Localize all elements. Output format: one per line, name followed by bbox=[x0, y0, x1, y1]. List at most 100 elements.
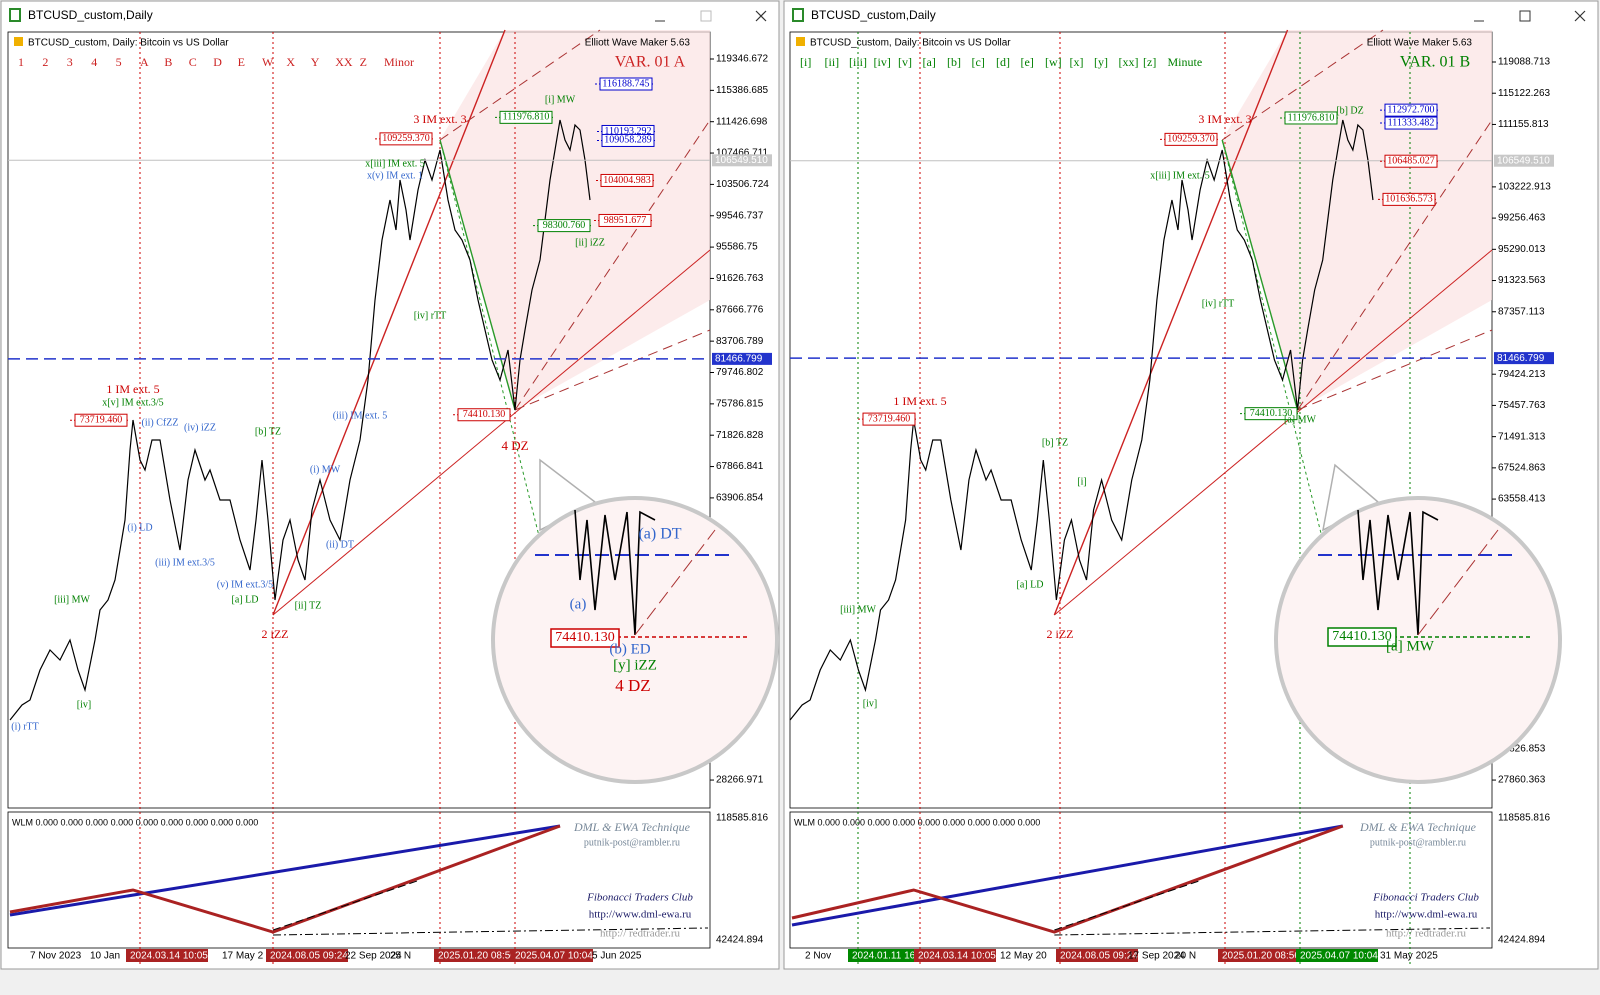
variant-label: VAR. 01 A bbox=[615, 54, 686, 71]
fan-line bbox=[1054, 249, 1493, 616]
wave-menu-item[interactable]: B bbox=[164, 55, 172, 69]
variant-label: VAR. 01 B bbox=[1400, 54, 1470, 71]
y-tick-label: 79746.802 bbox=[716, 367, 764, 378]
wave-label: [i] MW bbox=[545, 94, 576, 105]
wave-menu-item[interactable]: [a] bbox=[923, 55, 936, 69]
y-tick-label: 67866.841 bbox=[716, 461, 764, 472]
wave-menu-item[interactable]: E bbox=[238, 55, 245, 69]
indicator-note: http:// redtrader.ru bbox=[1386, 928, 1467, 940]
axis-price-tag bbox=[712, 154, 772, 167]
price-tag bbox=[457, 408, 511, 422]
x-tick-label: 2024.03.14 10:05 bbox=[918, 951, 996, 962]
wave-menu-item[interactable]: Minor bbox=[384, 55, 414, 69]
y-tick-label: 119346.672 bbox=[716, 54, 769, 65]
y-tick-label: 111155.813 bbox=[1498, 119, 1549, 130]
wave-menu-item[interactable]: 2 bbox=[42, 55, 48, 69]
axis-price-tag bbox=[712, 352, 772, 365]
wave-menu-item[interactable]: 5 bbox=[116, 55, 122, 69]
chart-window: BTCUSD_custom,Daily BTCUSD_custom, Daily:… bbox=[783, 0, 1599, 970]
magnifier-fan bbox=[1417, 529, 1499, 636]
wave-label: [iv] rTT bbox=[414, 310, 447, 321]
price-tag-label: 111333.482 bbox=[1388, 117, 1435, 128]
date-highlight bbox=[434, 949, 516, 962]
x-tick-label: 17 May 2 bbox=[222, 951, 264, 962]
y-tick-label: 27860.363 bbox=[1498, 775, 1546, 786]
wave-menu-item[interactable]: [i] bbox=[800, 55, 811, 69]
wave-menu-item[interactable]: D bbox=[213, 55, 222, 69]
indicator-note: putnik-post@rambler.ru bbox=[1370, 837, 1466, 848]
wave-menu-item[interactable]: Z bbox=[360, 55, 367, 69]
wave-label: [b] TZ bbox=[1042, 437, 1068, 448]
wave-menu-item[interactable]: [iv] bbox=[874, 55, 891, 69]
indicator-note: http:// redtrader.ru bbox=[600, 928, 681, 940]
price-tag bbox=[862, 412, 916, 426]
close-button[interactable] bbox=[755, 10, 767, 22]
y-tick-label: 95290.013 bbox=[1498, 244, 1546, 255]
wave-label: (iii) IM ext. 5 bbox=[333, 410, 387, 421]
price-tag-label: 104004.983 bbox=[603, 175, 651, 186]
wave-label: [a] LD bbox=[1017, 579, 1044, 590]
indicator-header: WLM 0.000 0.000 0.000 0.000 0.000 0.000 … bbox=[12, 817, 258, 827]
y-tick-label: 63558.413 bbox=[1498, 494, 1546, 505]
x-tick-label: 2 Nov bbox=[805, 951, 831, 962]
price-tag bbox=[600, 173, 654, 187]
indicator-axis-label: 42424.894 bbox=[1498, 935, 1546, 946]
wave-menu-item[interactable]: [z] bbox=[1143, 55, 1156, 69]
y-tick-label: 99256.463 bbox=[1498, 213, 1546, 224]
price-tag-label: 109259.370 bbox=[382, 133, 430, 144]
maximize-button[interactable] bbox=[700, 10, 712, 22]
y-tick-label: 87357.113 bbox=[1498, 306, 1545, 317]
wave-menu-item[interactable]: A bbox=[140, 55, 149, 69]
price-tag bbox=[1382, 192, 1436, 206]
indicator-line bbox=[272, 879, 421, 931]
close-button[interactable] bbox=[1574, 10, 1586, 22]
wave-menu-item[interactable]: [w] bbox=[1045, 55, 1062, 69]
wave-label: (v) IM ext.3/5 bbox=[217, 579, 273, 590]
y-tick-label: 115386.685 bbox=[716, 85, 769, 96]
indicator-note: http://www.dml-ewa.ru bbox=[589, 909, 692, 921]
wave-menu-item[interactable]: W bbox=[262, 55, 274, 69]
magnifier-label: 74410.130 bbox=[1332, 629, 1392, 644]
fan-line bbox=[439, 139, 516, 411]
x-tick-label: 5 Jun 2025 bbox=[592, 951, 642, 962]
x-tick-label: 17 Sep 2024 bbox=[1128, 951, 1185, 962]
price-tag bbox=[537, 219, 591, 233]
wave-menu-item[interactable]: [xx] bbox=[1119, 55, 1139, 69]
date-highlight bbox=[914, 949, 996, 962]
fan-line bbox=[1221, 139, 1299, 411]
wave-menu-item[interactable]: [e] bbox=[1021, 55, 1034, 69]
wave-label: [b] TZ bbox=[255, 426, 281, 437]
axis-price-tag bbox=[1494, 154, 1554, 167]
wave-menu-item[interactable]: C bbox=[189, 55, 197, 69]
wave-label: [iii] MW bbox=[840, 604, 876, 615]
wave-menu-item[interactable]: [v] bbox=[898, 55, 912, 69]
price-tag bbox=[499, 110, 553, 124]
wave-menu-item[interactable]: [iii] bbox=[849, 55, 867, 69]
plugin-name: Elliott Wave Maker 5.63 bbox=[585, 38, 691, 49]
wave-menu-item[interactable]: Minute bbox=[1168, 55, 1203, 69]
wave-label: (iv) iZZ bbox=[184, 422, 216, 433]
y-tick-label: 83706.789 bbox=[716, 336, 764, 347]
wave-menu-item[interactable]: X bbox=[286, 55, 295, 69]
magnifier-label: (b) ED bbox=[609, 641, 650, 657]
wave-menu-item[interactable]: [y] bbox=[1094, 55, 1108, 69]
window-title: BTCUSD_custom,Daily bbox=[28, 8, 153, 22]
price-tag-label: 109058.289 bbox=[604, 135, 652, 146]
price-tag-label: 111976.810 bbox=[503, 112, 550, 123]
wave-menu-item[interactable]: Y bbox=[311, 55, 320, 69]
wave-menu-item[interactable]: [ii] bbox=[825, 55, 840, 69]
wave-menu-item[interactable]: 3 bbox=[67, 55, 73, 69]
maximize-button[interactable] bbox=[1519, 10, 1531, 22]
wave-menu-item[interactable]: 1 bbox=[18, 55, 24, 69]
wave-menu-item[interactable]: [d] bbox=[996, 55, 1010, 69]
wave-menu-item[interactable]: [c] bbox=[972, 55, 985, 69]
fan-line bbox=[1221, 29, 1384, 141]
wave-menu-item[interactable]: [x] bbox=[1070, 55, 1084, 69]
y-tick-label: 95586.75 bbox=[716, 242, 758, 253]
wave-menu-item[interactable]: [b] bbox=[947, 55, 961, 69]
wave-menu-item[interactable]: XX bbox=[335, 55, 353, 69]
x-tick-label: 2025.01.20 08:56 bbox=[438, 951, 516, 962]
wave-menu-item[interactable]: 4 bbox=[91, 55, 97, 69]
y-tick-label: 75457.763 bbox=[1498, 400, 1546, 411]
